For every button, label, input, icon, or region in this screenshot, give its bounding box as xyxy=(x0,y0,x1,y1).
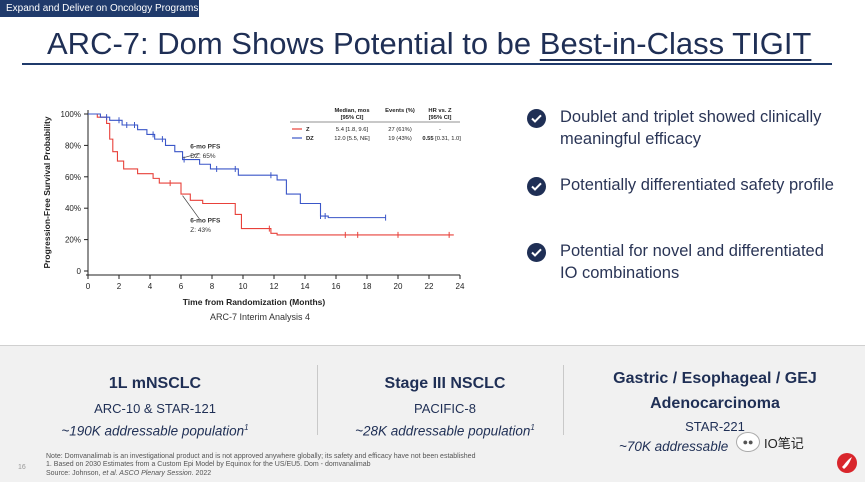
indication-heading: Gastric / Esophageal / GEJ Adenocarcinom… xyxy=(613,370,817,412)
page-number: 16 xyxy=(18,464,26,471)
population-text: ~190K addressable population xyxy=(61,423,245,439)
legend-col-hr: [95% CI] xyxy=(429,115,452,121)
legend-events: 19 (43%) xyxy=(388,136,412,142)
x-tick-label: 0 xyxy=(86,282,91,291)
x-tick-label: 22 xyxy=(425,282,434,291)
section-tag: Expand and Deliver on Oncology Programs xyxy=(0,0,199,17)
footnote-ref: 1 xyxy=(244,423,249,432)
title-underlined: Best-in-Class TIGIT xyxy=(539,26,812,61)
band-top-border xyxy=(0,345,865,346)
legend-hr-value: 0.55 xyxy=(422,136,434,142)
legend-col-events: Events (%) xyxy=(385,108,415,114)
series-line-dz xyxy=(88,113,386,219)
y-tick-label: 80% xyxy=(65,141,81,150)
check-circle-icon xyxy=(527,109,546,128)
indication-1l-mnsclc: 1L mNSCLC ARC-10 & STAR-121 ~190K addres… xyxy=(35,373,275,439)
annotation-z-value: Z: 43% xyxy=(190,227,211,234)
legend-median: 5.4 [1.8, 9.6] xyxy=(336,127,369,133)
wechat-icon: ●● xyxy=(736,432,760,452)
title-main: ARC-7: Dom Shows Potential to be xyxy=(47,26,540,61)
x-tick-label: 6 xyxy=(179,282,184,291)
population-text: ~28K addressable population xyxy=(355,423,531,439)
indication-heading: 1L mNSCLC xyxy=(108,375,202,392)
footnotes: Note: Domvanalimab is an investigational… xyxy=(46,453,475,478)
indication-population: ~70K addressable xyxy=(619,439,729,454)
page-title: ARC-7: Dom Shows Potential to be Best-in… xyxy=(47,26,811,62)
indication-heading: Stage III NSCLC xyxy=(384,375,506,392)
legend-hr: - xyxy=(439,127,441,133)
y-tick-label: 0 xyxy=(77,267,82,276)
x-tick-label: 20 xyxy=(394,282,403,291)
km-chart: 0 20% 40% 60% 80% 100% 0 2 4 6 8 10 12 14 16 18 20 22 24 Ti… xyxy=(40,100,470,340)
legend-hr-ci: [0.31, 1.0] xyxy=(435,136,461,142)
watermark: ●● IO笔记 xyxy=(736,432,804,452)
x-tick-label: 18 xyxy=(363,282,372,291)
km-chart-svg: 020%40%60%80%100%0 2 4 6 8 10 12 14 16 18 20 22 24Ti… xyxy=(42,108,465,307)
bullet-text: Potential for novel and differentiated I… xyxy=(560,242,824,282)
indication-stage-iii-nsclc: Stage III NSCLC PACIFIC-8 ~28K addressab… xyxy=(325,373,565,439)
check-circle-icon xyxy=(527,243,546,262)
check-circle-icon xyxy=(527,177,546,196)
indication-trial: ARC-10 & STAR-121 xyxy=(94,401,216,416)
legend-col-median: [95% CI] xyxy=(341,115,364,121)
footnote-ref: 1 xyxy=(530,423,535,432)
x-tick-label: 10 xyxy=(239,282,248,291)
source-prefix: Source: Johnson, xyxy=(46,469,103,477)
x-tick-label: 4 xyxy=(148,282,153,291)
source-suffix: . 2022 xyxy=(191,469,212,477)
title-rule xyxy=(22,63,832,65)
x-tick-label: 14 xyxy=(301,282,310,291)
x-tick-label: 24 xyxy=(456,282,465,291)
legend-arm: DZ xyxy=(306,136,314,142)
legend-events: 27 (61%) xyxy=(388,127,412,133)
footnote-line: Source: Johnson, et al. ASCO Plenary Ses… xyxy=(46,470,475,478)
annotation-dz-value: DZ: 65% xyxy=(190,153,216,160)
source-italic: et al. ASCO Plenary Session xyxy=(102,469,192,477)
x-tick-label: 12 xyxy=(270,282,279,291)
y-tick-label: 60% xyxy=(65,173,81,182)
legend-median: 12.0 [5.5, NE] xyxy=(334,136,370,142)
company-logo-icon xyxy=(836,452,858,479)
footnote-line: 1. Based on 2030 Estimates from a Custom… xyxy=(46,461,371,469)
indication-population: ~28K addressable population1 xyxy=(325,423,565,439)
column-divider xyxy=(563,365,564,435)
bullet-text: Potentially differentiated safety profil… xyxy=(560,176,834,194)
annotation-z-title: 6-mo PFS xyxy=(190,217,221,224)
indications-band xyxy=(0,345,865,482)
legend-col-median: Median, mos xyxy=(334,108,369,114)
y-tick-label: 100% xyxy=(61,110,81,119)
annotation-leader xyxy=(182,195,200,220)
bullet-text: Doublet and triplet showed clinically me… xyxy=(560,108,822,148)
watermark-text: IO笔记 xyxy=(764,435,804,451)
legend-col-hr: HR vs. Z xyxy=(428,108,452,114)
chart-caption: ARC-7 Interim Analysis 4 xyxy=(210,312,311,322)
bullet-item: Potentially differentiated safety profil… xyxy=(527,174,840,196)
x-tick-label: 2 xyxy=(117,282,122,291)
y-axis-label: Progression-Free Survival Probability xyxy=(42,116,52,268)
indication-trial: PACIFIC-8 xyxy=(414,401,476,416)
series-line-z xyxy=(88,113,454,236)
annotation-dz-title: 6-mo PFS xyxy=(190,144,221,151)
column-divider xyxy=(317,365,318,435)
y-tick-label: 40% xyxy=(65,204,81,213)
bullet-item: Doublet and triplet showed clinically me… xyxy=(527,106,840,150)
annotation-leader xyxy=(182,152,200,159)
y-tick-label: 20% xyxy=(65,236,81,245)
indication-trial: STAR-221 xyxy=(685,419,745,434)
x-tick-label: 16 xyxy=(332,282,341,291)
footnote-line: Note: Domvanalimab is an investigational… xyxy=(46,453,476,460)
x-axis-label: Time from Randomization (Months) xyxy=(183,297,326,307)
indication-gastric: Gastric / Esophageal / GEJ Adenocarcinom… xyxy=(600,366,830,454)
bullet-item: Potential for novel and differentiated I… xyxy=(527,240,840,284)
legend-arm: Z xyxy=(306,127,310,133)
x-tick-label: 8 xyxy=(210,282,215,291)
indication-population: ~190K addressable population1 xyxy=(35,423,275,439)
